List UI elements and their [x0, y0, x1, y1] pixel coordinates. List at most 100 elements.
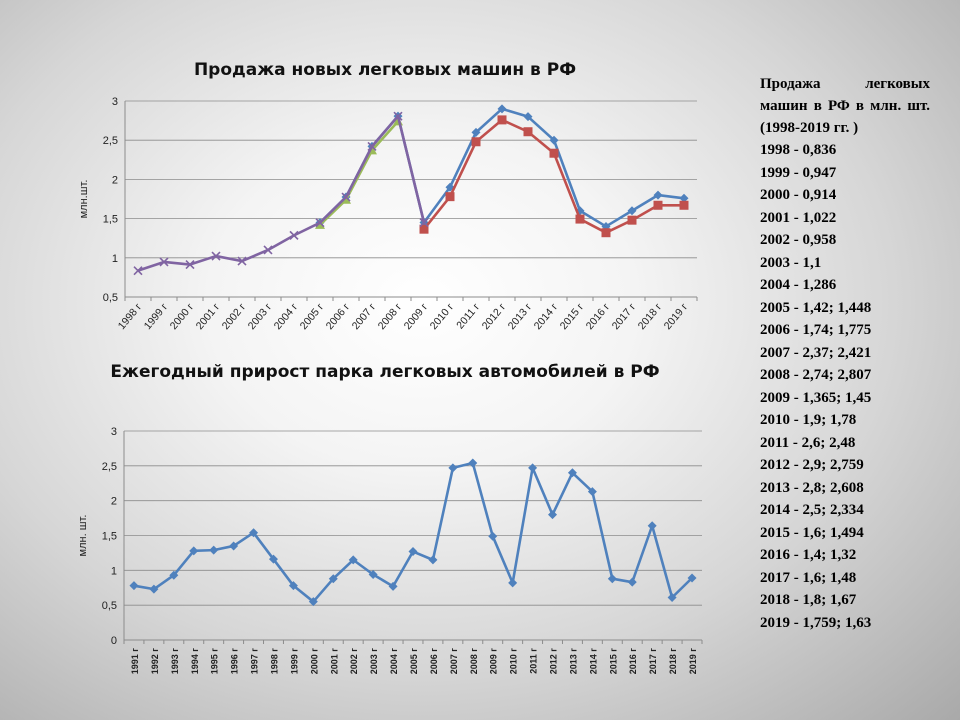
- x-tick-label: 2008 г: [469, 648, 479, 675]
- data-point: [169, 570, 179, 580]
- sales-year-item: 2016 - 1,4; 1,32: [760, 547, 857, 563]
- sales-year-item: 2004 - 1,286: [760, 277, 837, 293]
- data-point: [268, 554, 278, 564]
- x-tick-label: 1996 г: [230, 648, 240, 675]
- data-point: [549, 135, 559, 145]
- sales-year-item: 2009 - 1,365; 1,45: [760, 389, 872, 406]
- y-axis-title: млн. шт.: [77, 515, 89, 557]
- data-point: [508, 578, 518, 588]
- sales-panel-heading: Продажа легковых машин в РФ в млн. шт. (…: [760, 76, 930, 136]
- sales-year-item: 1999 - 0,947: [760, 164, 837, 181]
- x-tick-label: 1999 г: [289, 648, 299, 675]
- sales-year-item: 2003 - 1,1: [760, 254, 822, 271]
- data-point: [419, 217, 429, 228]
- data-point: [627, 577, 637, 587]
- data-point: [627, 206, 637, 216]
- x-tick-label: 1992 г: [150, 648, 160, 675]
- x-tick-label: 2014 г: [588, 648, 598, 675]
- sales-data-panel: Продажа легковых машин в РФ в млн. шт. (…: [760, 73, 930, 634]
- y-tick-label: 2: [112, 174, 118, 186]
- data-point: [488, 531, 498, 541]
- data-point: [647, 521, 657, 531]
- data-point: [471, 137, 481, 147]
- series-3: [133, 111, 429, 276]
- y-tick-label: 2,5: [102, 461, 117, 473]
- sales-year-item: 1998 - 0,836: [760, 142, 837, 158]
- x-tick-label: 1993 г: [170, 648, 180, 675]
- sales-year-item: 2011 - 2,6; 2,48: [760, 434, 856, 451]
- x-tick-label: 2018 г: [668, 648, 678, 675]
- y-tick-label: 3: [111, 426, 117, 438]
- chart2-title: Ежегодный прирост парка легковых автомоб…: [110, 362, 660, 382]
- sales-year-item: 2017 - 1,6; 1,48: [760, 569, 857, 586]
- data-point: [549, 148, 559, 158]
- x-tick-label: 1998 г: [269, 648, 279, 675]
- data-point: [607, 574, 617, 584]
- x-tick-label: 2009 г: [489, 648, 499, 675]
- data-point: [468, 458, 478, 468]
- sales-year-item: 2006 - 1,74; 1,775: [760, 322, 872, 338]
- x-tick-label: 2003 г: [369, 648, 379, 675]
- sales-year-item: 2012 - 2,9; 2,759: [760, 457, 864, 473]
- y-tick-label: 1,5: [103, 214, 118, 226]
- y-tick-label: 1,5: [102, 531, 117, 543]
- x-tick-label: 1995 г: [210, 648, 220, 675]
- data-point: [159, 257, 169, 267]
- sales-year-item: 2000 - 0,914: [760, 187, 837, 203]
- y-tick-label: 0,5: [102, 600, 117, 612]
- data-point: [237, 256, 247, 266]
- series-line: [133, 461, 693, 603]
- data-point: [185, 259, 195, 270]
- x-tick-label: 1997 г: [250, 648, 260, 675]
- data-point: [653, 190, 663, 200]
- data-point: [448, 463, 458, 473]
- data-point: [419, 224, 429, 234]
- data-point: [393, 111, 403, 121]
- data-point: [548, 510, 558, 520]
- x-tick-label: 2013 г: [568, 648, 578, 675]
- y-tick-label: 2: [111, 496, 117, 508]
- data-point: [348, 555, 358, 565]
- sales-year-item: 2002 - 0,958: [760, 232, 837, 248]
- sales-year-item: 2007 - 2,37; 2,421: [760, 344, 872, 361]
- sales-year-item: 2018 - 1,8; 1,67: [760, 592, 857, 608]
- data-point: [575, 214, 585, 224]
- data-point: [367, 141, 377, 151]
- data-point: [653, 200, 663, 210]
- x-tick-label: 2012 г: [549, 648, 559, 675]
- data-point: [428, 555, 438, 565]
- data-point: [471, 127, 481, 137]
- data-point: [679, 193, 689, 203]
- data-point: [328, 574, 338, 584]
- data-point: [523, 127, 533, 137]
- x-tick-label: 2017 г: [648, 648, 658, 675]
- data-point: [528, 463, 538, 473]
- sales-year-item: 2010 - 1,9; 1,78: [760, 412, 857, 428]
- x-tick-label: 2005 г: [409, 648, 419, 675]
- data-point: [679, 200, 689, 210]
- sales-year-item: 2008 - 2,74; 2,807: [760, 367, 872, 383]
- data-point: [388, 581, 398, 591]
- data-point: [149, 584, 159, 594]
- x-tick-label: 2016 г: [628, 648, 638, 675]
- sales-year-item: 2013 - 2,8; 2,608: [760, 479, 864, 496]
- x-tick-label: 2002 г: [349, 648, 359, 675]
- data-point: [315, 218, 325, 228]
- x-tick-label: 2001 г: [329, 648, 339, 675]
- data-point: [368, 570, 378, 580]
- x-tick-label: 2019 г: [688, 648, 698, 675]
- data-point: [209, 545, 219, 555]
- sales-year-item: 2019 - 1,759; 1,63: [760, 614, 872, 631]
- x-tick-label: 2011 г: [529, 648, 539, 674]
- sales-year-item: 2014 - 2,5; 2,334: [760, 502, 864, 518]
- x-tick-label: 1994 г: [190, 648, 200, 675]
- series-line: [137, 114, 426, 272]
- y-tick-label: 1: [111, 565, 117, 577]
- chart1-title: Продажа новых легковых машин в РФ: [193, 60, 577, 80]
- data-point: [497, 104, 507, 114]
- data-point: [308, 597, 318, 607]
- data-point: [497, 115, 507, 125]
- sales-year-list: 1998 - 0,836 1999 - 0,947 2000 - 0,914 2…: [760, 139, 930, 634]
- data-point: [587, 487, 597, 497]
